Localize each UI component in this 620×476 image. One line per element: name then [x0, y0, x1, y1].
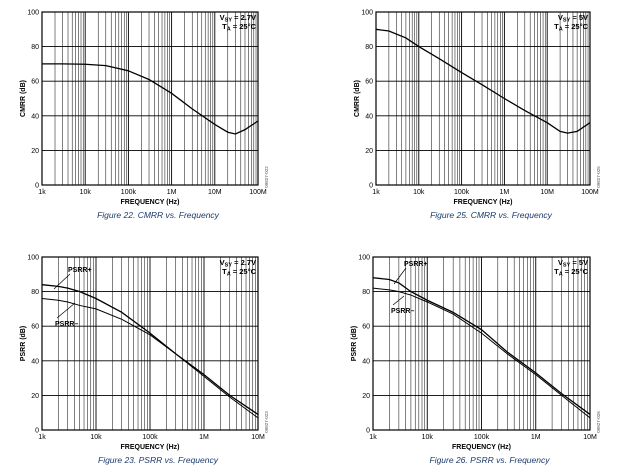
y-tick-label: 40 [365, 113, 373, 120]
chart-fig26: 1k 10k 100k 1M 10M 0 20 40 60 80 100 FREQUENCY (Hz)… [351, 255, 601, 466]
y-tick-label: 20 [31, 393, 39, 400]
y-tick-label: 20 [365, 148, 373, 155]
x-tick-label: 10M [540, 189, 554, 196]
x-tick-label: 10k [413, 189, 425, 196]
x-tick-label: 1M [531, 434, 541, 441]
x-axis-label: FREQUENCY (Hz) [121, 444, 180, 451]
chart-fig25: 1k 10k 100k 1M 10M 100M 0 20 40 60 80 100 FREQUENCY … [354, 10, 601, 221]
x-tick-label: 10k [80, 189, 92, 196]
y-tick-label: 80 [365, 44, 373, 51]
figure-caption: Figure 23. PSRR vs. Frequency [98, 455, 219, 465]
y-tick-label: 80 [31, 44, 39, 51]
x-tick-label: 100M [249, 189, 267, 196]
y-tick-label: 60 [365, 79, 373, 86]
y-tick-label: 0 [366, 428, 370, 435]
x-tick-label: 10k [90, 434, 102, 441]
y-tick-label: 60 [31, 79, 39, 86]
y-tick-label: 0 [369, 183, 373, 190]
annotation-leader [392, 295, 405, 306]
condition-text: VSY = 2.7V [220, 13, 256, 24]
annotation-leader [393, 267, 407, 285]
series-line-psrrminus [41, 298, 259, 419]
y-tick-label: 100 [27, 10, 39, 17]
x-tick-label: 1M [167, 189, 177, 196]
figure-code: 09827-025 [596, 166, 601, 188]
annotation-psrr-minus: PSRR– [391, 308, 414, 315]
y-tick-label: 100 [361, 10, 373, 17]
y-tick-label: 80 [31, 289, 39, 296]
y-axis-label: PSRR (dB) [20, 326, 27, 361]
figure-code: 09827-026 [596, 411, 601, 433]
x-tick-label: 10M [251, 434, 265, 441]
condition-text: VSY = 5V [558, 13, 588, 24]
series-line-cmrr [42, 63, 259, 135]
x-tick-label: 100k [474, 434, 490, 441]
annotation-psrr-plus: PSRR+ [404, 261, 428, 268]
y-tick-label: 20 [31, 148, 39, 155]
y-tick-label: 100 [27, 255, 39, 262]
figure-caption: Figure 22. CMRR vs. Frequency [97, 210, 220, 220]
x-tick-label: 1k [38, 189, 46, 196]
y-tick-label: 20 [362, 393, 370, 400]
y-axis-label: CMRR (dB) [20, 80, 27, 117]
x-axis-label: FREQUENCY (Hz) [121, 199, 180, 206]
x-axis-label: FREQUENCY (Hz) [452, 444, 511, 451]
y-tick-label: 60 [362, 324, 370, 331]
condition-text: TA = 25°C [554, 22, 588, 33]
y-tick-label: 0 [35, 428, 39, 435]
condition-text: TA = 25°C [222, 22, 256, 33]
y-tick-label: 80 [362, 289, 370, 296]
annotation-psrr-plus: PSRR+ [68, 267, 92, 274]
series-line-psrrplus [41, 284, 259, 415]
figure-code: 09827-022 [264, 166, 269, 188]
y-tick-label: 40 [362, 358, 370, 365]
figure-caption: Figure 25. CMRR vs. Frequency [430, 210, 553, 220]
chart-fig22: 1k 10k 100k 1M 10M 100M 0 20 40 60 80 100 FREQUENCY … [20, 10, 269, 221]
y-tick-label: 60 [31, 324, 39, 331]
y-tick-label: 40 [31, 113, 39, 120]
y-tick-label: 100 [358, 255, 370, 262]
x-axis-label: FREQUENCY (Hz) [454, 199, 513, 206]
x-tick-label: 10k [422, 434, 434, 441]
x-tick-label: 100M [581, 189, 599, 196]
figure-caption: Figure 26. PSRR vs. Frequency [430, 455, 551, 465]
annotation-leader [53, 273, 71, 290]
x-tick-label: 100k [142, 434, 158, 441]
series-line-psrrminus [372, 287, 591, 419]
series-line-cmrr [375, 28, 591, 134]
plot-frame [375, 11, 591, 186]
x-tick-label: 1k [38, 434, 46, 441]
annotation-psrr-minus: PSRR– [55, 321, 78, 328]
annotation-leader [56, 302, 76, 319]
y-tick-label: 0 [35, 183, 39, 190]
y-axis-label: PSRR (dB) [351, 326, 358, 361]
x-tick-label: 1M [500, 189, 510, 196]
plot-frame [41, 256, 259, 431]
condition-text: TA = 25°C [554, 267, 588, 278]
condition-text: VSY = 5V [558, 258, 588, 269]
condition-text: TA = 25°C [222, 267, 256, 278]
x-tick-label: 1M [199, 434, 209, 441]
condition-text: VSY = 2.7V [220, 258, 256, 269]
y-axis-label: CMRR (dB) [354, 80, 361, 117]
x-tick-label: 1k [369, 434, 377, 441]
plot-frame [372, 256, 591, 431]
x-tick-label: 100k [121, 189, 137, 196]
x-tick-label: 100k [454, 189, 470, 196]
x-tick-label: 10M [208, 189, 222, 196]
plot-frame [41, 11, 259, 186]
x-tick-label: 10M [583, 434, 597, 441]
x-tick-label: 1k [372, 189, 380, 196]
chart-fig23: 1k 10k 100k 1M 10M 0 20 40 60 80 100 FREQUENCY (Hz)… [20, 255, 269, 466]
y-tick-label: 40 [31, 358, 39, 365]
figure-code: 09827-023 [264, 411, 269, 433]
